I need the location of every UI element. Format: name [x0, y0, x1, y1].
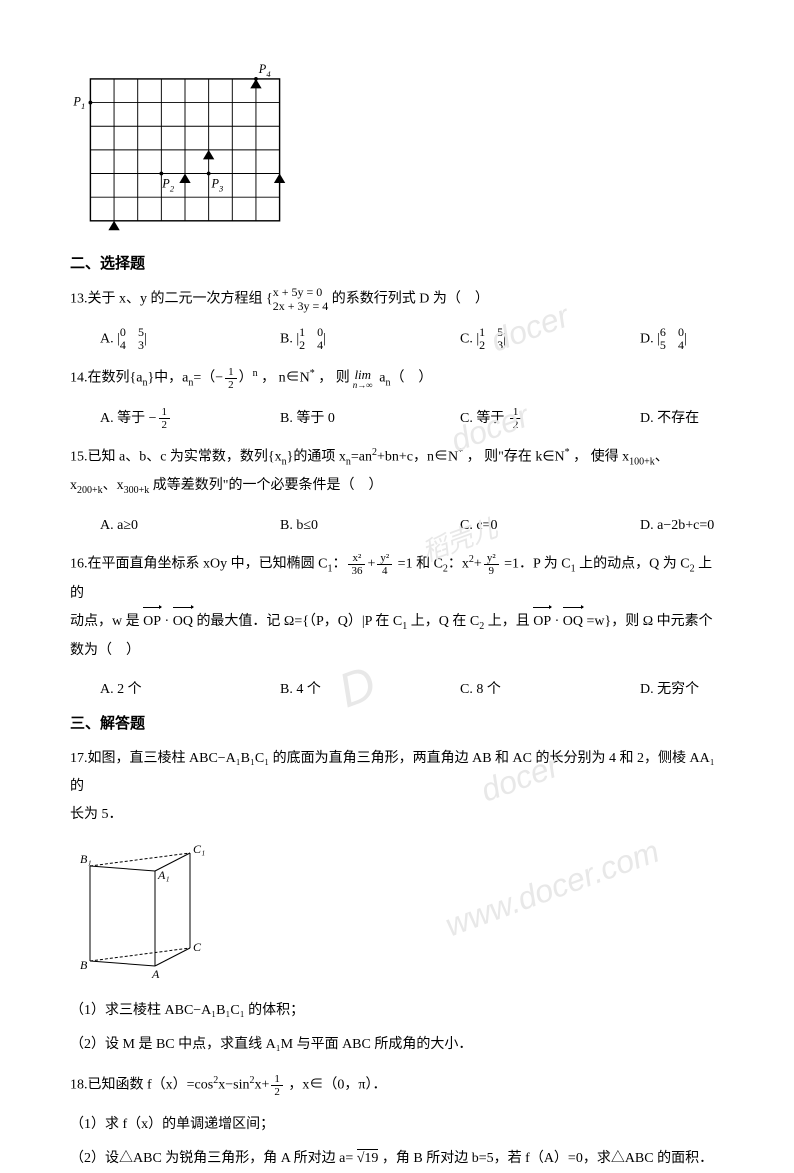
svg-text:A: A: [151, 967, 160, 981]
question-15: 15.已知 a、b、c 为实常数，数列{xn}的通项 xn=an2+bn+c，n…: [70, 443, 724, 501]
svg-text:B: B: [80, 958, 88, 972]
q13-choice-d: D. |6 05 4|: [640, 326, 760, 352]
prism-figure: B₁ C₁ A₁ B A C: [80, 841, 724, 986]
question-14: 14.在数列{an}中，an=（−12）n ， n∈N* ， 则limn→∞ a…: [70, 364, 724, 393]
q13-choice-b: B. |1 02 4|: [280, 326, 460, 352]
q14-choices: A. 等于 −12 B. 等于 0 C. 等于 12 D. 不存在: [100, 406, 724, 431]
q15-choice-d: D. a−2b+c=0: [640, 513, 760, 538]
q13-stem: 13.关于 x、y 的二元一次方程组: [70, 292, 266, 307]
q15-choices: A. a≥0 B. b≤0 C. c=0 D. a−2b+c=0: [100, 513, 724, 538]
q16-choices: A. 2 个 B. 4 个 C. 8 个 D. 无穷个: [100, 677, 724, 702]
q13-tail: 的系数行列式 D 为（ ）: [328, 292, 489, 307]
q15-choice-c: C. c=0: [460, 513, 640, 538]
q16-choice-d: D. 无穷个: [640, 677, 760, 702]
q16-choice-b: B. 4 个: [280, 677, 460, 702]
q18-sub1: （1）求 f（x）的单调递增区间；: [70, 1112, 724, 1139]
svg-text:1: 1: [81, 101, 85, 111]
q15-choice-a: A. a≥0: [100, 513, 280, 538]
q17-sub2: （2）设 M 是 BC 中点，求直线 A₁M 与平面 ABC 所成角的大小．: [70, 1032, 724, 1059]
svg-text:C: C: [193, 940, 202, 954]
svg-text:3: 3: [218, 183, 223, 193]
q13-choices: A. |0 54 3| B. |1 02 4| C. |1 52 3| D. |…: [100, 326, 724, 352]
q18-sub2: （2）设△ABC 为锐角三角形，角 A 所对边 a= √19 ，角 B 所对边 …: [70, 1146, 724, 1173]
grid-figure: P1 P2 P3 P4: [70, 60, 724, 240]
question-13: 13.关于 x、y 的二元一次方程组 {x + 5y = 02x + 3y = …: [70, 285, 724, 314]
q14-choice-a: A. 等于 −12: [100, 406, 280, 431]
svg-text:B₁: B₁: [80, 852, 92, 866]
svg-text:C₁: C₁: [193, 842, 205, 856]
q16-choice-a: A. 2 个: [100, 677, 280, 702]
q13-choice-a: A. |0 54 3|: [100, 326, 280, 352]
q14-choice-d: D. 不存在: [640, 406, 760, 431]
question-17: 17.如图，直三棱柱 ABC−A₁B₁C₁ 的底面为直角三角形，两直角边 AB …: [70, 745, 724, 829]
q14-choice-b: B. 等于 0: [280, 406, 460, 431]
section-heading-2: 二、选择题: [70, 252, 724, 273]
question-18: 18.已知函数 f（x）=cos2x−sin2x+12 ，x∈（0，π）．: [70, 1071, 724, 1100]
q13-choice-c: C. |1 52 3|: [460, 326, 640, 352]
section-heading-3: 三、解答题: [70, 712, 724, 733]
svg-text:2: 2: [170, 183, 175, 193]
q17-sub1: （1）求三棱柱 ABC−A₁B₁C₁ 的体积；: [70, 998, 724, 1025]
svg-text:4: 4: [266, 69, 271, 79]
q15-choice-b: B. b≤0: [280, 513, 460, 538]
svg-text:A₁: A₁: [157, 868, 170, 882]
question-16: 16.在平面直角坐标系 xOy 中，已知椭圆 C1：x²36+y²4 =1 和 …: [70, 550, 724, 664]
q16-choice-c: C. 8 个: [460, 677, 640, 702]
q14-choice-c: C. 等于 12: [460, 406, 640, 431]
